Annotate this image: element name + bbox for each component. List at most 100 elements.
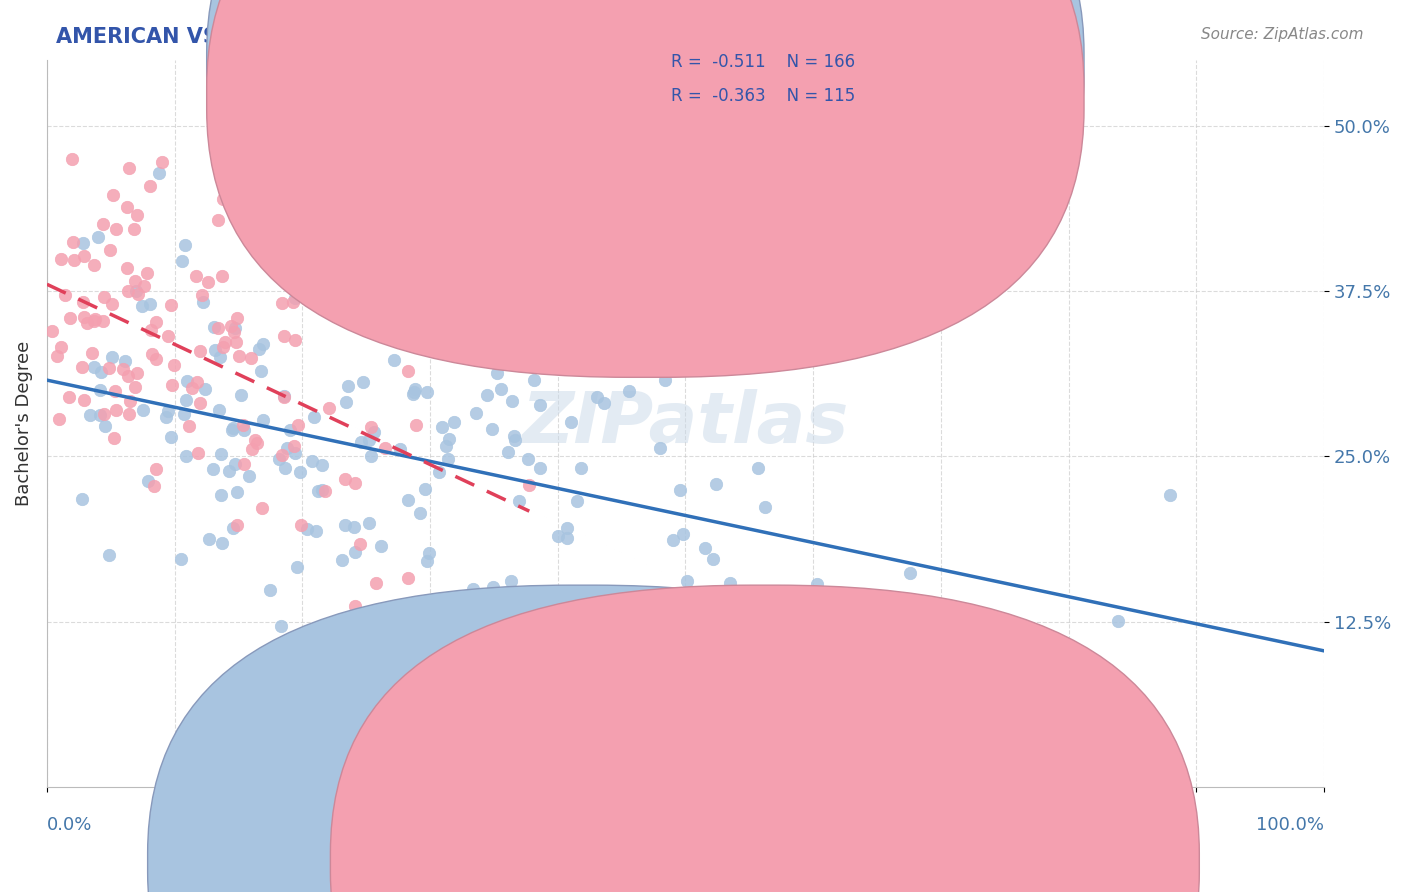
Point bbox=[240, 442, 263, 456]
Point bbox=[159, 297, 181, 311]
Point bbox=[76, 316, 98, 330]
Point bbox=[413, 483, 436, 497]
Point bbox=[224, 457, 246, 471]
Point bbox=[295, 522, 318, 536]
Point bbox=[402, 384, 425, 399]
Point bbox=[259, 583, 281, 598]
Point bbox=[143, 479, 166, 493]
Point bbox=[93, 407, 115, 421]
Point bbox=[285, 560, 308, 574]
Point bbox=[148, 166, 170, 180]
Point bbox=[479, 591, 502, 605]
Point bbox=[318, 401, 340, 415]
Point bbox=[197, 532, 219, 546]
Point bbox=[516, 452, 538, 467]
Point bbox=[396, 571, 419, 585]
Point bbox=[418, 546, 440, 560]
Point bbox=[49, 340, 72, 354]
Point bbox=[560, 415, 582, 429]
Point bbox=[278, 423, 301, 437]
Point bbox=[523, 373, 546, 387]
Point bbox=[48, 412, 70, 426]
Point bbox=[114, 354, 136, 368]
Point bbox=[136, 474, 159, 488]
Point bbox=[188, 396, 211, 410]
Point bbox=[63, 253, 86, 268]
Point bbox=[134, 278, 156, 293]
Point bbox=[228, 349, 250, 363]
Point bbox=[83, 314, 105, 328]
Point bbox=[91, 217, 114, 231]
Point bbox=[416, 554, 439, 568]
Point bbox=[267, 451, 290, 466]
Point bbox=[125, 366, 148, 380]
Point bbox=[187, 445, 209, 459]
Point bbox=[522, 632, 544, 646]
Point bbox=[349, 537, 371, 551]
Point bbox=[311, 483, 333, 497]
Point bbox=[226, 517, 249, 532]
Text: R =  -0.511    N = 166: R = -0.511 N = 166 bbox=[671, 54, 855, 71]
Point bbox=[619, 741, 641, 756]
Point bbox=[209, 488, 232, 502]
Point bbox=[585, 390, 607, 404]
Point bbox=[208, 403, 231, 417]
Point bbox=[219, 319, 242, 334]
Point bbox=[312, 290, 335, 304]
Point bbox=[366, 575, 388, 590]
Point bbox=[352, 375, 374, 389]
Point bbox=[271, 296, 294, 310]
Point bbox=[45, 349, 67, 363]
Point bbox=[209, 350, 232, 364]
Point bbox=[409, 506, 432, 520]
Point bbox=[243, 433, 266, 447]
Point bbox=[177, 418, 200, 433]
Point bbox=[405, 418, 427, 433]
Point bbox=[176, 375, 198, 389]
Point bbox=[489, 382, 512, 396]
Point bbox=[270, 619, 292, 633]
Point bbox=[72, 294, 94, 309]
Point bbox=[60, 153, 83, 167]
Point bbox=[118, 161, 141, 176]
Point bbox=[312, 272, 335, 286]
Point bbox=[343, 520, 366, 534]
Point bbox=[501, 393, 523, 408]
Point bbox=[475, 388, 498, 402]
Point bbox=[174, 393, 197, 408]
Point bbox=[211, 340, 233, 354]
Point bbox=[330, 553, 353, 567]
Point bbox=[669, 483, 692, 497]
Point bbox=[98, 360, 121, 375]
Point bbox=[191, 294, 214, 309]
Point bbox=[1159, 488, 1181, 502]
Point bbox=[683, 590, 706, 604]
Point bbox=[621, 608, 644, 623]
Point bbox=[70, 492, 93, 507]
Point bbox=[437, 432, 460, 446]
Point bbox=[485, 366, 508, 380]
Point bbox=[160, 378, 183, 392]
Point bbox=[125, 285, 148, 299]
Point bbox=[222, 521, 245, 535]
Point bbox=[481, 422, 503, 436]
Point bbox=[702, 551, 724, 566]
Point bbox=[654, 373, 676, 387]
Point bbox=[115, 260, 138, 275]
Point bbox=[211, 536, 233, 550]
Point bbox=[83, 359, 105, 374]
Point bbox=[360, 419, 382, 434]
Point bbox=[73, 310, 96, 325]
Point bbox=[384, 352, 406, 367]
Point bbox=[79, 409, 101, 423]
Point bbox=[90, 365, 112, 379]
Point bbox=[72, 359, 94, 374]
Point bbox=[160, 430, 183, 444]
Point bbox=[288, 465, 311, 479]
Text: R =  -0.363    N = 115: R = -0.363 N = 115 bbox=[671, 87, 855, 105]
Point bbox=[222, 421, 245, 435]
Point bbox=[648, 442, 671, 456]
Point bbox=[676, 574, 699, 588]
Point bbox=[273, 389, 295, 403]
Point bbox=[529, 461, 551, 475]
